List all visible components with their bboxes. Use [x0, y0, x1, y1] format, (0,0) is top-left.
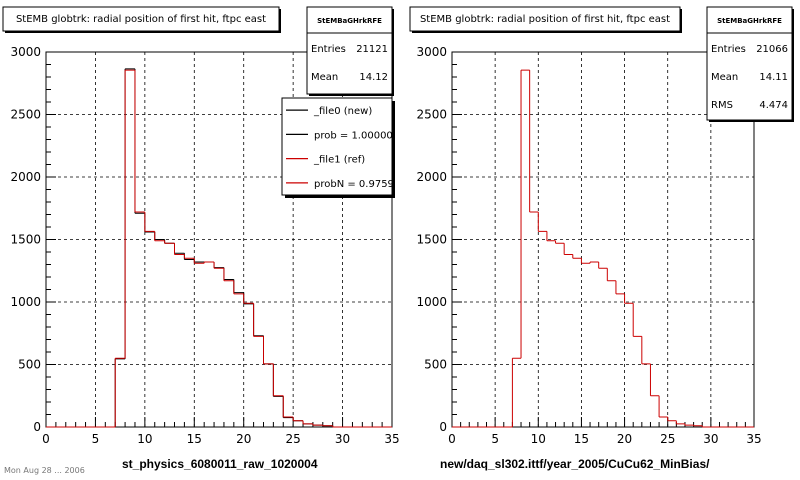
stats-box — [306, 6, 393, 95]
footer-note: Mon Aug 28 ... 2006 — [4, 466, 85, 475]
x-tick-label: 25 — [286, 432, 301, 446]
y-tick-label: 1500 — [10, 233, 41, 247]
y-tick-label: 2500 — [416, 108, 447, 122]
stats-value: 14.12 — [359, 72, 388, 83]
y-tick-label: 1000 — [416, 295, 447, 309]
right-x-axis-title: new/daq_sl302.ittf/year_2005/CuCu62_MinB… — [440, 457, 710, 471]
stats-label: RMS — [711, 100, 733, 111]
stats-value: 21066 — [756, 44, 788, 55]
x-tick-label: 30 — [703, 432, 718, 446]
x-tick-label: 15 — [187, 432, 202, 446]
y-tick-label: 500 — [424, 358, 447, 372]
x-tick-label: 30 — [335, 432, 350, 446]
y-tick-label: 1000 — [10, 295, 41, 309]
y-tick-label: 0 — [439, 420, 447, 434]
x-tick-label: 15 — [574, 432, 589, 446]
legend-label: prob = 1.000000 — [314, 130, 399, 141]
x-tick-label: 20 — [617, 432, 632, 446]
chart-title: StEMB globtrk: radial position of first … — [16, 14, 266, 25]
stats-label: Entries — [711, 44, 746, 55]
x-tick-label: 10 — [137, 432, 152, 446]
y-tick-label: 3000 — [416, 45, 447, 59]
x-tick-label: 35 — [384, 432, 399, 446]
left-x-axis-title: st_physics_6080011_raw_1020004 — [122, 457, 318, 471]
left-histogram-panel: 0 5 10 15 20 25 30 35 0 500 1000 1500 2000 2500 3000 St… — [2, 6, 407, 446]
stats-box — [706, 6, 793, 121]
y-tick-label: 2500 — [10, 108, 41, 122]
y-tick-label: 500 — [18, 358, 41, 372]
histogram-series — [452, 69, 754, 428]
x-tick-label: 0 — [448, 432, 456, 446]
stats-label: Mean — [311, 72, 338, 83]
x-tick-label: 35 — [746, 432, 761, 446]
y-tick-label: 0 — [33, 420, 41, 434]
x-tick-label: 25 — [660, 432, 675, 446]
legend-label: _file1 (ref) — [313, 155, 365, 166]
legend: _file0 (new) prob = 1.000000 _file1 (ref) p… — [281, 97, 407, 198]
stats-name: StEMBaGHrkRFE — [717, 17, 782, 25]
x-tick-label: 0 — [42, 432, 50, 446]
stats-value: 14.11 — [759, 72, 788, 83]
legend-label: _file0 (new) — [313, 106, 372, 117]
stats-label: Entries — [311, 44, 346, 55]
y-tick-label: 2000 — [416, 170, 447, 184]
x-tick-label: 5 — [491, 432, 499, 446]
title-box — [2, 6, 280, 32]
legend-label: probN = 0.975955 — [314, 179, 407, 190]
legend-box — [281, 97, 393, 196]
stats-value: 4.474 — [759, 100, 788, 111]
stats-value: 21121 — [356, 44, 388, 55]
x-tick-label: 20 — [236, 432, 251, 446]
x-tick-label: 5 — [92, 432, 100, 446]
y-tick-label: 1500 — [416, 233, 447, 247]
stats-name: StEMBaGHrkRFE — [317, 17, 382, 25]
chart-title: StEMB globtrk: radial position of first … — [420, 14, 670, 25]
histogram-series — [46, 69, 392, 428]
title-box — [409, 6, 681, 32]
y-tick-label: 3000 — [10, 45, 41, 59]
right-histogram-panel: 0 5 10 15 20 25 30 35 0 500 1000 1500 2000 2500 3000 St… — [409, 6, 794, 446]
x-tick-label: 10 — [531, 432, 546, 446]
y-tick-label: 2000 — [10, 170, 41, 184]
stats-label: Mean — [711, 72, 738, 83]
